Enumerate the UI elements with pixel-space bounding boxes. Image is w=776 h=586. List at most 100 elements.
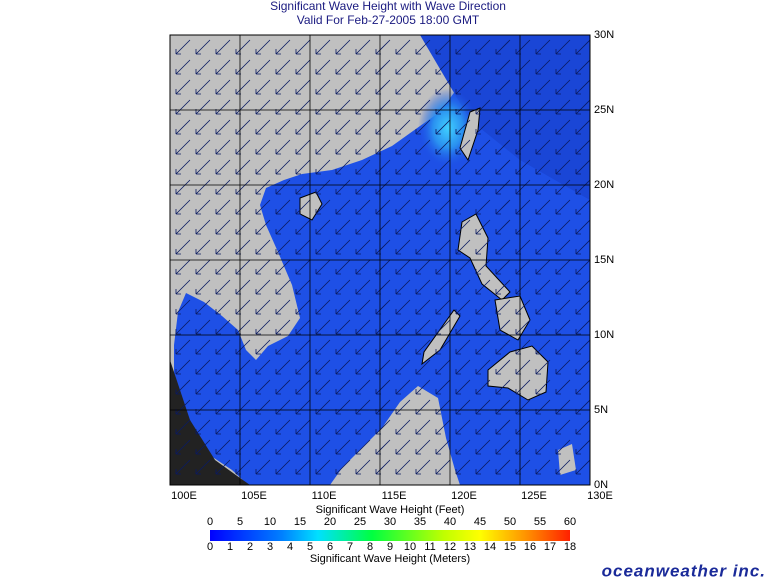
lon-label: 115E	[382, 490, 407, 502]
arrow	[295, 319, 311, 335]
arrow	[455, 219, 471, 235]
feet-tick: 25	[354, 516, 366, 528]
arrow	[575, 359, 590, 375]
arrow	[575, 459, 590, 475]
arrow	[335, 139, 351, 155]
arrow	[315, 339, 331, 355]
arrow	[315, 299, 331, 315]
arrow	[275, 359, 291, 375]
arrow	[535, 159, 551, 175]
arrow	[555, 199, 571, 215]
arrow	[215, 459, 231, 475]
arrow	[315, 159, 331, 175]
arrow	[395, 359, 411, 375]
arrow	[395, 439, 411, 455]
arrow	[575, 79, 590, 95]
arrow	[315, 39, 331, 55]
arrow	[475, 259, 491, 275]
arrow	[535, 219, 551, 235]
meters-title: Significant Wave Height (Meters)	[310, 553, 470, 565]
arrow	[355, 239, 371, 255]
arrow	[255, 339, 271, 355]
arrow	[435, 439, 451, 455]
arrow	[535, 259, 551, 275]
arrow	[255, 119, 271, 135]
arrow	[415, 79, 431, 95]
arrow	[555, 219, 571, 235]
arrow	[475, 379, 491, 395]
meter-tick: 8	[367, 541, 373, 553]
arrow	[395, 299, 411, 315]
arrow	[495, 39, 511, 55]
arrow	[175, 439, 191, 455]
arrow	[195, 139, 211, 155]
arrow	[395, 279, 411, 295]
arrow	[435, 459, 451, 475]
arrow	[455, 299, 471, 315]
arrow	[275, 339, 291, 355]
arrow	[315, 219, 331, 235]
arrow	[555, 119, 571, 135]
lat-label: 10N	[594, 329, 614, 341]
arrow	[415, 439, 431, 455]
arrow	[415, 139, 431, 155]
arrow	[495, 59, 511, 75]
arrow	[175, 59, 191, 75]
arrow	[575, 439, 590, 455]
arrow	[355, 259, 371, 275]
arrow	[335, 359, 351, 375]
arrow	[195, 239, 211, 255]
arrow	[435, 299, 451, 315]
arrow	[435, 199, 451, 215]
arrow	[475, 179, 491, 195]
arrow	[495, 419, 511, 435]
arrow	[575, 239, 590, 255]
arrow	[315, 419, 331, 435]
arrow	[575, 319, 590, 335]
arrow	[415, 39, 431, 55]
arrow	[255, 279, 271, 295]
ocean-shade	[420, 35, 590, 200]
arrow	[435, 139, 451, 155]
arrow	[195, 339, 211, 355]
arrow	[435, 119, 451, 135]
arrow	[315, 259, 331, 275]
arrow	[335, 159, 351, 175]
arrow	[455, 199, 471, 215]
lat-label: 30N	[594, 29, 614, 41]
arrow	[215, 199, 231, 215]
arrow	[415, 459, 431, 475]
arrow	[295, 299, 311, 315]
arrow	[215, 259, 231, 275]
arrow	[355, 79, 371, 95]
arrow	[455, 59, 471, 75]
arrow	[335, 199, 351, 215]
arrow	[475, 339, 491, 355]
meter-tick: 16	[524, 541, 536, 553]
arrow	[295, 419, 311, 435]
labels: 100E 105E 110E 115E 120E 125E 130E30N25N20N15N…	[171, 29, 614, 553]
arrow	[215, 279, 231, 295]
arrow	[255, 419, 271, 435]
arrow	[455, 379, 471, 395]
arrow	[195, 59, 211, 75]
arrow	[435, 359, 451, 375]
arrow	[295, 119, 311, 135]
arrow	[295, 379, 311, 395]
arrow	[455, 259, 471, 275]
arrow	[175, 179, 191, 195]
arrow	[255, 379, 271, 395]
arrow	[555, 279, 571, 295]
feet-tick: 45	[474, 516, 486, 528]
arrow	[215, 79, 231, 95]
arrow	[295, 239, 311, 255]
arrow	[395, 379, 411, 395]
arrow	[535, 299, 551, 315]
arrow	[195, 299, 211, 315]
arrow	[575, 119, 590, 135]
arrow	[555, 319, 571, 335]
arrow	[275, 39, 291, 55]
arrow	[255, 299, 271, 315]
arrow	[435, 339, 451, 355]
arrow	[275, 259, 291, 275]
